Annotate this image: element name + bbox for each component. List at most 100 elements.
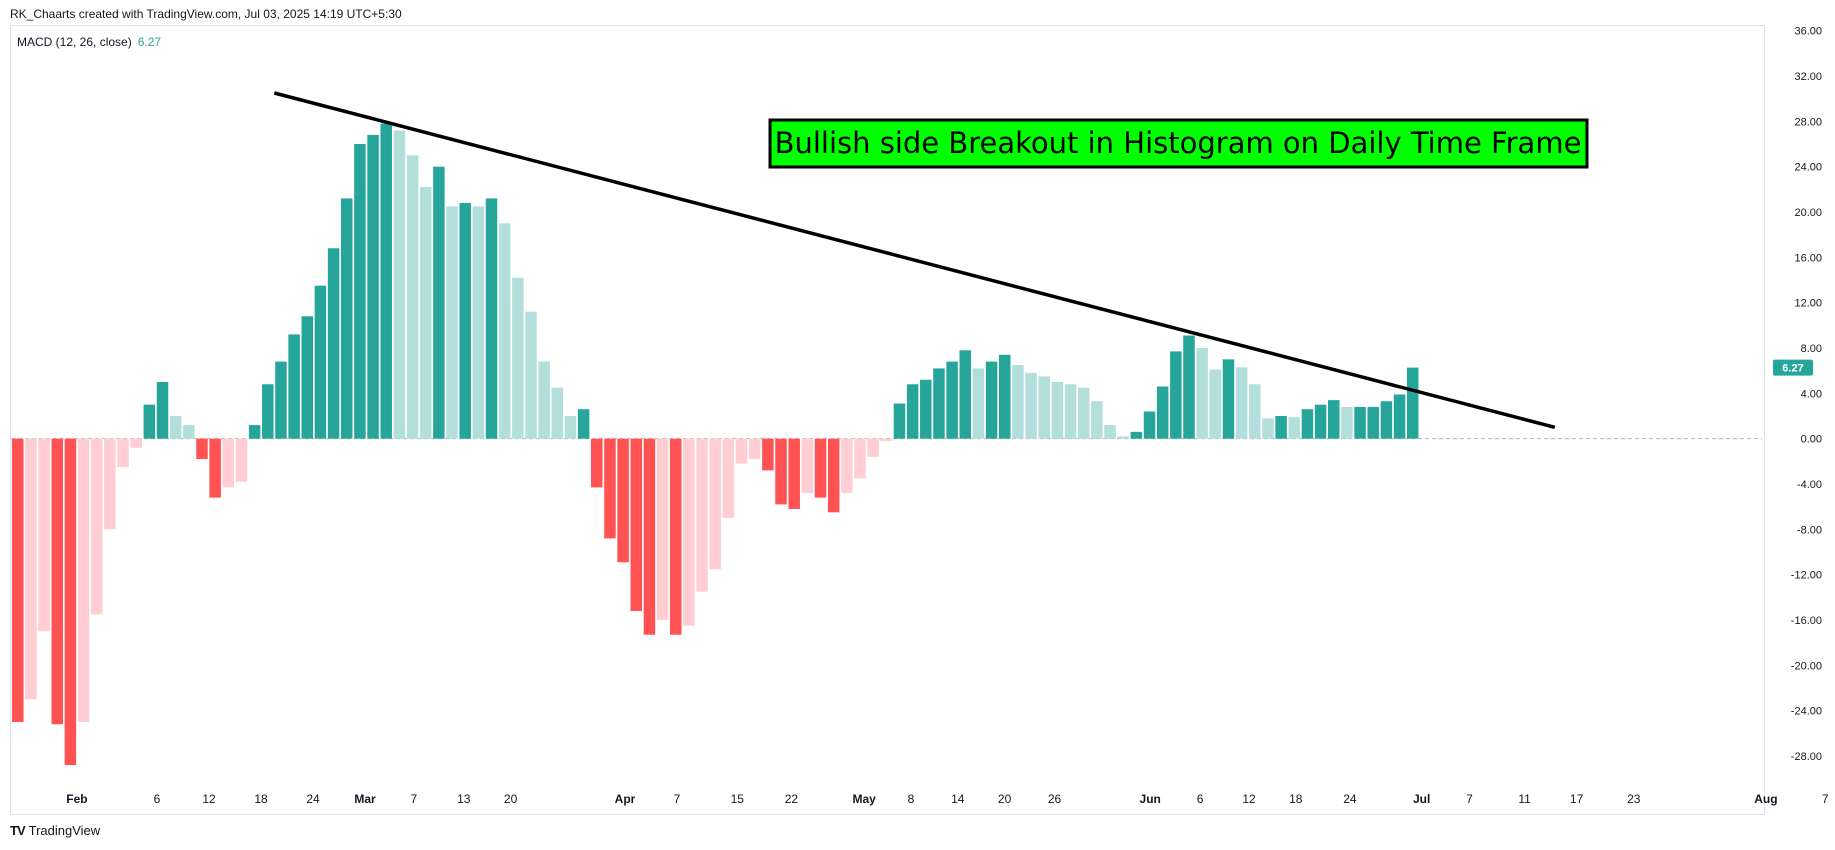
histogram-bar: [604, 438, 616, 539]
histogram-bar: [1038, 376, 1050, 439]
histogram-bar: [512, 277, 524, 439]
histogram-bar: [1012, 365, 1024, 439]
histogram-bar: [1130, 431, 1143, 439]
histogram-bar: [656, 438, 669, 620]
histogram-bar: [196, 438, 208, 460]
indicator-legend-label: MACD (12, 26, close): [17, 35, 132, 49]
chart-credit-text: RK_Chaarts created with TradingView.com,…: [10, 7, 402, 21]
histogram-bar: [498, 223, 511, 439]
y-axis-tick-label: 20.00: [1794, 207, 1822, 219]
histogram-bar: [169, 416, 182, 439]
histogram-bar: [235, 438, 248, 482]
histogram-bar: [906, 384, 919, 439]
x-axis-tick-label: 6: [1197, 792, 1204, 806]
histogram-bar: [1209, 369, 1222, 439]
histogram-bar: [1064, 384, 1077, 439]
x-axis-tick-label: 24: [1343, 792, 1357, 806]
histogram-bar: [1367, 406, 1379, 439]
histogram-bar: [564, 416, 577, 439]
histogram-bar: [314, 285, 327, 439]
histogram-bar: [670, 438, 682, 635]
y-axis-tick-label: 8.00: [1801, 343, 1822, 355]
histogram-bar: [1156, 386, 1169, 439]
y-axis-tick-label: 0.00: [1801, 434, 1822, 446]
histogram-bar: [117, 438, 129, 467]
x-axis-tick-label: 8: [908, 792, 915, 806]
histogram-bar: [485, 198, 498, 439]
x-axis-tick-label: 6: [154, 792, 161, 806]
histogram-bar: [893, 403, 906, 439]
histogram-bar: [64, 438, 77, 766]
indicator-legend[interactable]: MACD (12, 26, close) 6.27: [17, 35, 161, 49]
histogram-bar: [1262, 418, 1274, 439]
x-axis-tick-label: Apr: [615, 792, 636, 806]
x-axis-tick-label: 7: [1822, 792, 1829, 806]
histogram-bar: [551, 387, 564, 439]
histogram-bar: [183, 425, 195, 439]
histogram-bar: [143, 404, 156, 439]
annotation-callout-box[interactable]: [768, 118, 1589, 169]
y-axis-tick-label: 12.00: [1794, 298, 1822, 310]
histogram-bar: [788, 438, 800, 509]
last-value-badge-label: 6.27: [1782, 363, 1803, 375]
histogram-bar: [959, 350, 972, 439]
tradingview-logo[interactable]: TV TradingView: [10, 823, 100, 838]
histogram-bar: [1222, 359, 1235, 439]
histogram-bar: [393, 130, 406, 439]
histogram-bar: [696, 438, 708, 592]
x-axis-tick-label: 23: [1627, 792, 1641, 806]
y-axis-tick-label: 32.00: [1794, 71, 1822, 83]
trendline[interactable]: [273, 91, 1556, 430]
histogram-bar: [1328, 400, 1340, 439]
histogram-bar: [827, 438, 840, 513]
histogram-bar: [577, 409, 590, 439]
histogram-bar: [90, 438, 103, 615]
histogram-bar: [446, 206, 458, 439]
histogram-bar: [1183, 335, 1195, 439]
y-axis-tick-label: 28.00: [1794, 116, 1822, 128]
histogram-bar: [1354, 406, 1366, 439]
x-axis-tick-label: 20: [504, 792, 518, 806]
x-axis-tick-label: 14: [951, 792, 965, 806]
histogram-bar: [709, 438, 721, 569]
indicator-legend-value: 6.27: [137, 35, 162, 49]
histogram-bar: [262, 384, 274, 439]
y-axis-tick-label: -16.00: [1791, 615, 1822, 627]
histogram-bar: [354, 144, 366, 439]
annotation-callout-text: Bullish side Breakout in Histogram on Da…: [775, 126, 1582, 160]
histogram-bar: [472, 206, 485, 439]
histogram-bar: [288, 334, 300, 439]
y-axis-tick-label: -4.00: [1797, 479, 1822, 491]
last-value-badge: [1773, 359, 1813, 376]
histogram-bar: [617, 438, 629, 563]
y-axis-tick-label: 36.00: [1794, 26, 1822, 38]
histogram-bar: [1249, 384, 1261, 439]
histogram-bar: [933, 368, 945, 439]
y-axis-tick-label: -20.00: [1791, 660, 1822, 672]
histogram-bar: [538, 361, 550, 439]
histogram-bar: [867, 438, 879, 457]
histogram-bar: [1077, 387, 1090, 439]
x-axis-tick-label: 26: [1048, 792, 1062, 806]
y-axis-tick-label: 16.00: [1794, 252, 1822, 264]
histogram-bar: [1117, 436, 1129, 439]
histogram-bar: [1288, 417, 1301, 439]
histogram-bar: [12, 438, 24, 722]
histogram-bar: [222, 438, 235, 488]
x-axis-tick-label: 7: [674, 792, 681, 806]
histogram-bar: [920, 379, 932, 439]
histogram-bar: [735, 438, 748, 464]
histogram-bar: [341, 198, 353, 439]
histogram-bar: [748, 438, 761, 460]
y-axis-tick-label: -12.00: [1791, 570, 1822, 582]
histogram-bar: [104, 438, 116, 530]
histogram-bar: [1051, 382, 1064, 439]
histogram-bar: [841, 438, 853, 494]
x-axis-tick-label: Jun: [1140, 792, 1161, 806]
x-axis-tick-label: May: [853, 792, 877, 806]
y-axis-tick-label: -24.00: [1791, 706, 1822, 718]
x-axis-tick-label: 11: [1518, 792, 1531, 806]
histogram-bar: [1235, 367, 1248, 439]
x-axis-tick-label: 24: [306, 792, 320, 806]
